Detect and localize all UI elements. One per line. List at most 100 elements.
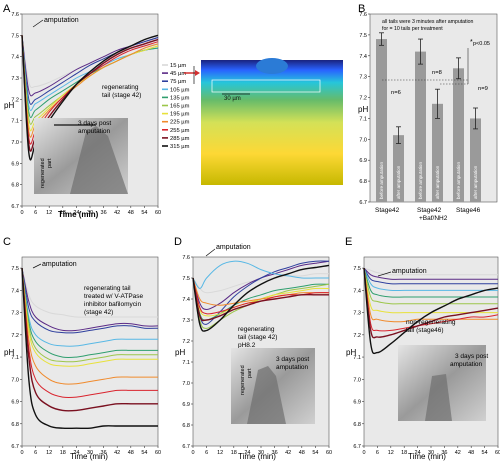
panel-e-xtick-label: 6 bbox=[376, 450, 379, 456]
panel-d-xtick-label: 36 bbox=[272, 450, 278, 456]
legend-label: 135 µm bbox=[170, 95, 190, 101]
panel-e-inset-text-2: amputation bbox=[450, 361, 483, 368]
panel-letter-a: A bbox=[3, 3, 11, 15]
legend-label: 165 µm bbox=[170, 104, 190, 110]
panel-a-ph-map-box bbox=[211, 79, 321, 93]
panel-d-xtick-label: 60 bbox=[326, 450, 332, 456]
panel-letter-e: E bbox=[345, 236, 352, 248]
panel-e-series-line bbox=[363, 267, 498, 292]
panel-b-bar bbox=[415, 51, 426, 202]
panel-b-bar-label: before amputation bbox=[456, 162, 461, 199]
panel-e-xtick-label: 30 bbox=[428, 450, 434, 456]
panel-b-n-label: n=8 bbox=[432, 70, 442, 76]
panel-e-inset-tail bbox=[425, 374, 452, 421]
panel-c-xtick-label: 6 bbox=[34, 450, 37, 456]
panel-d-inset-text-1: 3 days post bbox=[276, 356, 309, 363]
panel-e-series-line bbox=[363, 268, 499, 332]
panel-a-xtick-label: 54 bbox=[141, 210, 147, 216]
panel-d-ytick-label: 6.8 bbox=[182, 423, 190, 429]
panel-a-ph-map bbox=[201, 60, 343, 185]
legend-label: 255 µm bbox=[170, 128, 190, 134]
legend-label: 105 µm bbox=[170, 87, 190, 93]
panel-b-bar-label: before amputation bbox=[379, 162, 384, 199]
panel-d-xtick-label: 48 bbox=[299, 450, 305, 456]
panel-a-xtick-label: 18 bbox=[60, 210, 66, 216]
panel-d-xtick-label: 6 bbox=[205, 450, 208, 456]
panel-e-ytick-label: 7.1 bbox=[353, 355, 361, 361]
panel-d-xtick-label: 18 bbox=[231, 450, 237, 456]
panel-c-ytick-label: 7.4 bbox=[11, 288, 19, 294]
panel-a-ph-map-tip bbox=[256, 58, 288, 74]
panel-a-ytick-label: 7.1 bbox=[11, 119, 19, 125]
panel-d-series-line bbox=[192, 277, 329, 306]
panel-c-ytick-label: 6.7 bbox=[11, 444, 19, 450]
panel-d-series-line bbox=[192, 260, 330, 325]
legend-label: 285 µm bbox=[170, 136, 190, 142]
panel-d-xtick-label: 30 bbox=[258, 450, 264, 456]
panel-d-chart: 6.7 6.8 6.9 7.0 7.1 7.2 7.3 7.4 7.5 7.6 0 6 12 18 24 30… bbox=[175, 244, 332, 461]
panel-c-amputation-label: amputation bbox=[42, 261, 77, 268]
panel-e-ytick-label: 7.5 bbox=[353, 266, 361, 272]
panel-d-inset-side-1: regenerated bbox=[240, 365, 246, 395]
panel-a-chart: 6.7 6.8 6.9 7.0 7.1 7.2 7.3 7.4 7.5 7.6 0 6 12 18 24 30… bbox=[4, 12, 343, 219]
panel-d-xtick-label: 24 bbox=[244, 450, 250, 456]
panel-c-label-3: inhibitor bafilomycin bbox=[84, 301, 141, 308]
panel-e-xtick-label: 36 bbox=[441, 450, 447, 456]
legend-label: 45 µm bbox=[170, 71, 186, 77]
panel-b-ytick-label: 6.7 bbox=[359, 200, 367, 206]
panel-a-amputation-label: amputation bbox=[44, 17, 79, 24]
panel-a-map-arrowhead bbox=[195, 70, 200, 76]
panel-d-xtick-label: 42 bbox=[285, 450, 291, 456]
panel-d-label-1: regenerating bbox=[238, 326, 275, 333]
panel-b-n-label: n=6 bbox=[391, 90, 401, 96]
panel-letter-d: D bbox=[174, 236, 182, 248]
panel-c-ytick-label: 7.2 bbox=[11, 333, 19, 339]
panel-e-xtick-label: 0 bbox=[362, 450, 365, 456]
panel-d-ytick-label: 7.4 bbox=[182, 297, 190, 303]
panel-b-group-2: Stage42 bbox=[417, 207, 442, 214]
panel-b-ytick-label: 7.0 bbox=[359, 137, 367, 143]
panel-b-bar bbox=[432, 103, 443, 202]
panel-a-regen-label-1: regenerating bbox=[102, 84, 139, 91]
panel-e-ytick-label: 7.3 bbox=[353, 311, 361, 317]
panel-d-ytick-label: 7.0 bbox=[182, 381, 190, 387]
panel-d-inset-text-2: amputation bbox=[276, 364, 309, 371]
panel-c-ytick-label: 7.0 bbox=[11, 377, 19, 383]
panel-c-xtick-label: 42 bbox=[114, 450, 120, 456]
panel-e-series-line bbox=[363, 268, 498, 323]
panel-c-xtick-label: 0 bbox=[20, 450, 23, 456]
panel-b-bar bbox=[376, 39, 387, 202]
panel-c-amputation-arrow bbox=[32, 263, 42, 269]
panel-e-xlabel: Time (min) bbox=[408, 452, 446, 461]
panel-d-series-line bbox=[192, 260, 330, 311]
panel-b-bar bbox=[393, 135, 404, 202]
panel-c-plot: 6.7 6.8 6.9 7.0 7.1 7.2 7.3 7.4 7.5 0 6 12 18 24 30 36 4… bbox=[11, 256, 161, 456]
panel-c-xlabel: Time (min) bbox=[70, 452, 108, 461]
panel-e-series-line bbox=[363, 268, 499, 339]
panel-c-ytick-label: 7.5 bbox=[11, 266, 19, 272]
panel-b-ylabel: pH bbox=[358, 105, 368, 114]
panel-b-ytick-label: 6.9 bbox=[359, 158, 367, 164]
panel-e-series-line bbox=[363, 267, 498, 276]
panel-e-xtick-label: 24 bbox=[415, 450, 421, 456]
panel-a-ytick-label: 7.5 bbox=[11, 33, 19, 39]
panel-b-group-3: Stage46 bbox=[456, 207, 481, 214]
panel-e-ytick-label: 7.4 bbox=[353, 288, 361, 294]
panel-c-series-line bbox=[21, 268, 158, 385]
panel-a-series-line bbox=[21, 34, 159, 161]
panel-a-inset-text-2: amputation bbox=[78, 128, 111, 135]
panel-b-group-2b: +Baf/NH2 bbox=[419, 215, 448, 222]
panel-e-chart: 6.7 6.8 6.9 7.0 7.1 7.2 7.3 7.4 7.5 0 6 12 18 24 30 36 4… bbox=[346, 256, 500, 461]
panel-b-ytick-label: 7.6 bbox=[359, 12, 367, 18]
panel-c-xtick-label: 24 bbox=[73, 450, 79, 456]
panel-letter-b: B bbox=[358, 3, 365, 15]
panel-b-group-1: Stage42 bbox=[375, 207, 400, 214]
panel-c-ytick-label: 7.1 bbox=[11, 355, 19, 361]
panel-c-xtick-label: 30 bbox=[87, 450, 93, 456]
panel-e-ytick-label: 6.8 bbox=[353, 422, 361, 428]
panel-e-xtick-label: 12 bbox=[388, 450, 394, 456]
panel-e-series-line bbox=[363, 267, 498, 305]
panel-e-xtick-label: 18 bbox=[401, 450, 407, 456]
panel-b-ytick-label: 7.5 bbox=[359, 33, 367, 39]
